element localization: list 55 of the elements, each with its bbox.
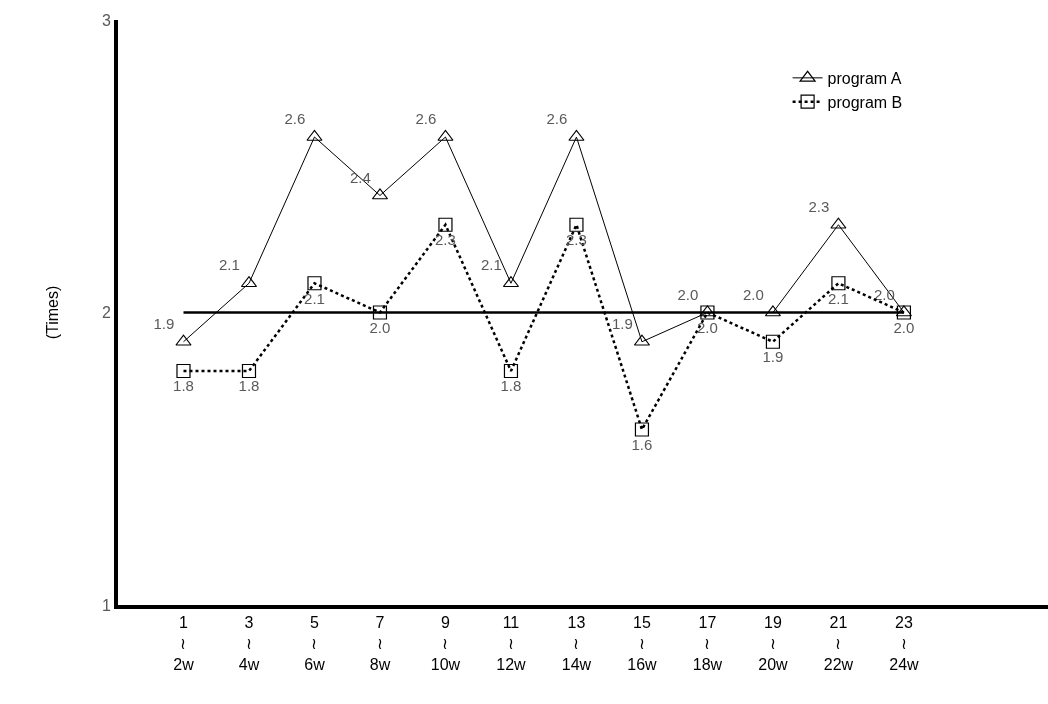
point bbox=[503, 363, 519, 379]
x-tick-label: 17 ≀ 18w bbox=[692, 614, 723, 673]
y-tick-label: 3 bbox=[101, 11, 111, 29]
x-tick-label: 7 ≀ 8w bbox=[369, 614, 391, 673]
point bbox=[241, 363, 257, 379]
data-label: 2.1 bbox=[480, 256, 502, 274]
data-label: 1.8 bbox=[238, 377, 260, 395]
point bbox=[765, 334, 781, 349]
point bbox=[569, 217, 584, 232]
x-tick-label: 15 ≀ 16w bbox=[627, 614, 658, 673]
data-label: 2.0 bbox=[742, 285, 764, 303]
y-axis-title: (Times) bbox=[44, 285, 62, 340]
data-label: 1.6 bbox=[631, 435, 653, 453]
y-tick-label: 2 bbox=[101, 304, 111, 322]
x-tick-label: 19 ≀ 20w bbox=[758, 614, 789, 673]
point bbox=[307, 276, 322, 291]
legend-label: program B bbox=[827, 93, 903, 111]
data-label: 2.3 bbox=[808, 197, 830, 215]
data-label: 2.0 bbox=[697, 318, 718, 336]
data-label: 2.1 bbox=[219, 256, 240, 274]
y-tick-label: 1 bbox=[101, 596, 111, 614]
data-label: 1.9 bbox=[153, 314, 175, 332]
point bbox=[830, 217, 847, 229]
x-tick-label: 1 ≀ 2w bbox=[173, 614, 195, 673]
data-label: 1.8 bbox=[173, 377, 194, 395]
x-tick-label: 5 ≀ 6w bbox=[304, 614, 326, 673]
point bbox=[175, 334, 192, 346]
point bbox=[306, 129, 323, 141]
x-tick-label: 3 ≀ 4w bbox=[238, 614, 260, 673]
data-label: 2.6 bbox=[284, 110, 306, 128]
legend-label: program A bbox=[827, 70, 902, 88]
data-label: 2.0 bbox=[677, 285, 699, 303]
x-tick-label: 13 ≀ 14w bbox=[561, 614, 592, 673]
point bbox=[176, 363, 191, 379]
data-label: 2.0 bbox=[369, 318, 391, 336]
data-label: 2.6 bbox=[415, 110, 437, 128]
data-label: 1.8 bbox=[500, 377, 522, 395]
data-label: 2.3 bbox=[435, 231, 456, 249]
point bbox=[372, 305, 388, 320]
x-tick-label: 9 ≀ 10w bbox=[430, 614, 461, 673]
point bbox=[634, 422, 650, 437]
data-label: 2.3 bbox=[566, 231, 587, 249]
data-label: 2.0 bbox=[893, 318, 915, 336]
x-tick-label: 23 ≀ 24w bbox=[889, 614, 920, 673]
data-label: 2.1 bbox=[827, 289, 849, 307]
point bbox=[438, 217, 453, 232]
x-tick-label: 11 ≀ 12w bbox=[496, 614, 527, 673]
data-label: 2.1 bbox=[304, 289, 325, 307]
data-label: 2.6 bbox=[546, 110, 568, 128]
data-label: 1.9 bbox=[611, 314, 633, 332]
x-tick-label: 21 ≀ 22w bbox=[823, 614, 854, 673]
point bbox=[437, 129, 454, 141]
point bbox=[831, 276, 846, 291]
data-label: 1.9 bbox=[762, 348, 784, 366]
point bbox=[568, 129, 585, 141]
